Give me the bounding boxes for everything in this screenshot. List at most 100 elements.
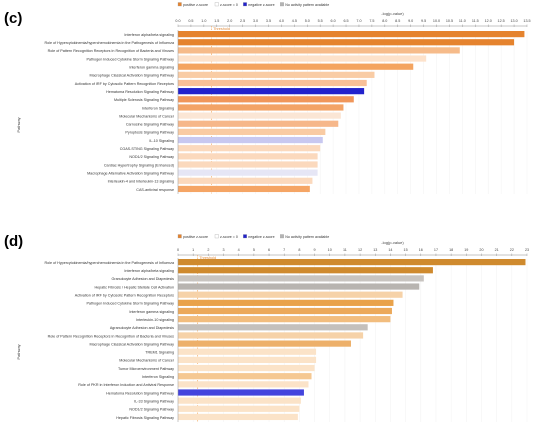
legend-label: negative z-score	[248, 3, 274, 7]
category-label: Multiple Sclerosis Signaling Pathway	[114, 98, 174, 102]
bar	[178, 128, 326, 135]
category-label: Carnosine Signaling Pathway	[126, 123, 174, 127]
category-label: NOD1/2 Signaling Pathway	[129, 155, 174, 159]
bar	[178, 405, 300, 412]
x-tick-label: 1.0	[201, 19, 206, 23]
x-tick-label: 0.0	[175, 19, 180, 23]
x-axis-label: -log(p-value)	[381, 240, 404, 245]
bar	[178, 169, 318, 176]
legend-label: z-score = 0	[220, 235, 238, 239]
bar	[178, 145, 321, 152]
bar	[178, 185, 310, 193]
bar	[178, 63, 414, 70]
category-label: Macrophage Classical Activation Signalin…	[90, 74, 175, 78]
category-label: Hepatic Fibrosis Signaling Pathway	[116, 416, 174, 420]
legend-label: negative z-score	[248, 235, 274, 239]
category-label: Interferon alpha/beta signaling	[124, 269, 174, 273]
x-tick-label: 11.5	[472, 19, 479, 23]
bar	[178, 413, 298, 421]
threshold-label: Threshold	[199, 256, 216, 260]
x-tick-label: 4.0	[279, 19, 284, 23]
legend-label: positive z-score	[183, 235, 208, 239]
bar	[178, 348, 317, 355]
legend-swatch	[214, 234, 219, 239]
plot-area	[178, 258, 527, 422]
bar	[178, 283, 420, 290]
x-tick-label: 23	[525, 248, 529, 252]
legend-swatch	[280, 234, 284, 239]
legend-swatch	[214, 2, 219, 7]
legend-label: No activity pattern available	[285, 3, 329, 7]
x-tick-label: 5.0	[305, 19, 310, 23]
category-label: Interferon gamma signaling	[129, 66, 174, 70]
x-tick-label: 2	[207, 248, 209, 252]
x-tick-label: 4.5	[292, 19, 297, 23]
category-label: CGAS-STING Signaling Pathway	[120, 147, 174, 151]
x-tick-label: 13.5	[523, 19, 530, 23]
bar	[178, 316, 391, 323]
x-tick-label: 1.5	[214, 19, 219, 23]
x-tick-label: 6.5	[343, 19, 348, 23]
category-label: Pathogen Induced Cytokine Storm Signalin…	[86, 302, 174, 306]
category-label: Role of Hypercytokinemia/hyperchemokinem…	[44, 41, 174, 45]
category-label: Pyroptosis Signaling Pathway	[125, 131, 174, 135]
x-tick-label: 16	[419, 248, 423, 252]
x-tick-label: 12	[358, 248, 362, 252]
category-label: Role of Pattern Recognition Receptors in…	[48, 49, 175, 53]
bar	[178, 381, 309, 388]
bar	[178, 364, 315, 372]
bar	[178, 136, 323, 144]
x-tick-label: 3.0	[253, 19, 258, 23]
category-label: Role of PKR in Interferon Induction and …	[78, 383, 174, 387]
category-label: Hematoma Resolution Signaling Pathway	[106, 391, 174, 395]
plot-area	[178, 30, 527, 194]
legend-label: No activity pattern available	[285, 235, 329, 239]
legend-swatch	[243, 234, 247, 239]
x-tick-label: 18	[449, 248, 453, 252]
bar	[178, 112, 341, 119]
bar	[178, 104, 344, 111]
category-label: IL-10 Signaling	[149, 139, 174, 143]
category-label: Interleukin-10 signaling	[136, 318, 174, 322]
x-tick-label: 2.5	[240, 19, 245, 23]
threshold-label: Threshold	[213, 27, 230, 31]
x-tick-label: 0	[177, 248, 179, 252]
category-label: Pathogen Induced Cytokine Storm Signalin…	[86, 57, 174, 61]
bar	[178, 291, 403, 298]
x-tick-label: 3	[222, 248, 224, 252]
category-label: IL-33 Signaling Pathway	[134, 399, 174, 403]
bar	[178, 120, 339, 127]
category-label: Agranulocyte Adhesion and Diapedesis	[110, 326, 174, 330]
category-label: Interferon alpha/beta signaling	[124, 33, 174, 37]
legend-swatch	[280, 2, 284, 7]
bar	[178, 259, 526, 266]
x-tick-label: 12.0	[485, 19, 492, 23]
category-label: Cardiac Hypertrophy Signaling (Enhanced)	[104, 163, 174, 167]
x-tick-label: 14	[388, 248, 392, 252]
legend-swatch	[177, 2, 182, 7]
x-tick-label: 12.5	[498, 19, 505, 23]
category-label: CAS-antiviral response	[136, 188, 174, 192]
x-tick-label: 21	[495, 248, 499, 252]
x-tick-label: 0.5	[188, 19, 193, 23]
bar	[178, 31, 525, 38]
bar	[178, 47, 460, 54]
bar	[178, 332, 364, 339]
x-tick-label: 8.5	[395, 19, 400, 23]
x-tick-label: 17	[434, 248, 438, 252]
bar	[178, 373, 312, 380]
bar	[178, 340, 351, 347]
category-label: TREM1 Signaling	[145, 351, 174, 355]
panel-d-letter: (d)	[4, 233, 23, 250]
bar	[178, 88, 365, 95]
category-label: Macrophage Classical Activation Signalin…	[90, 342, 175, 346]
category-label: Tumor Microenvironment Pathway	[118, 367, 174, 371]
x-tick-label: 15	[404, 248, 408, 252]
category-label: Activation of IRF by Cytosolic Pattern R…	[75, 294, 174, 298]
bar	[178, 39, 515, 46]
bar	[178, 71, 375, 78]
y-axis-label: Pathway	[16, 344, 21, 359]
x-tick-label: 4	[238, 248, 240, 252]
x-tick-label: 9.5	[421, 19, 426, 23]
